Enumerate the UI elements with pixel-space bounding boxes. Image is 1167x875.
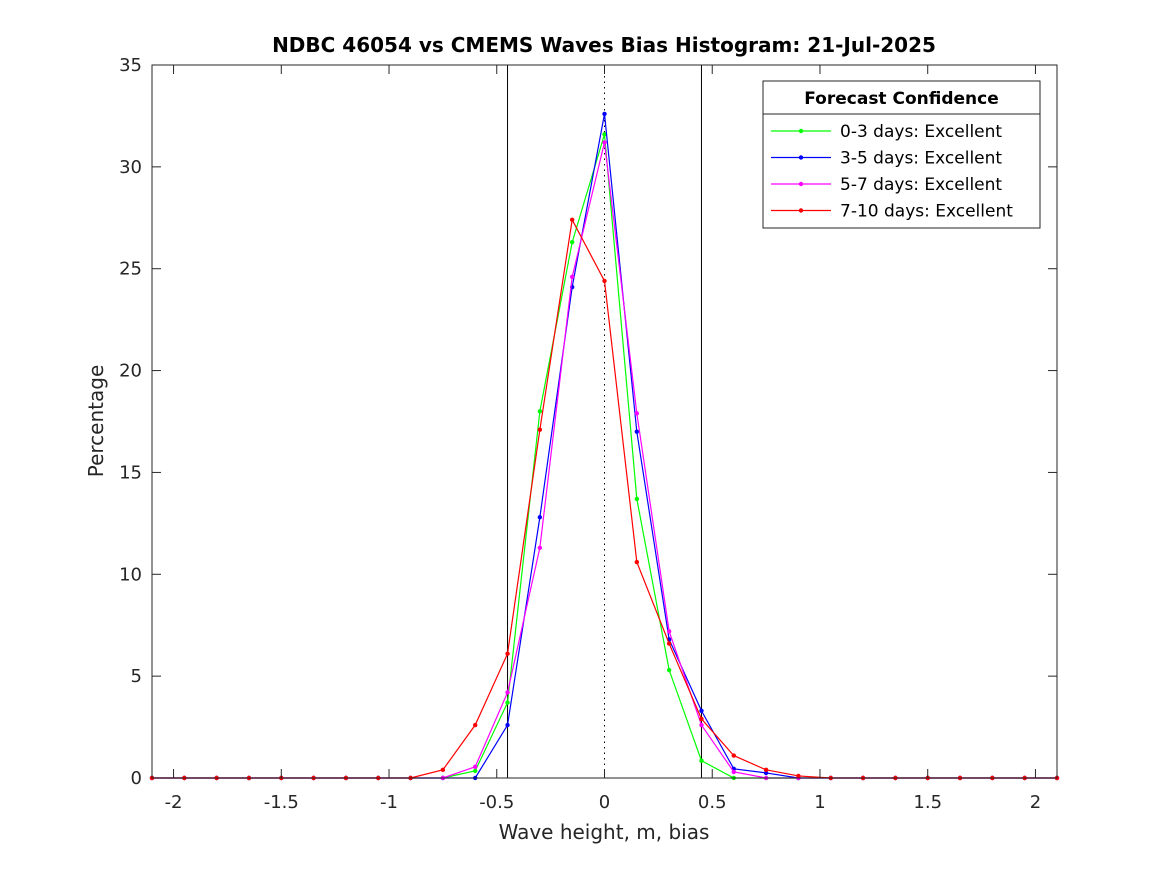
legend-label: 5-7 days: Excellent bbox=[840, 175, 1002, 195]
y-tick-label: 30 bbox=[119, 157, 142, 178]
y-tick-label: 15 bbox=[119, 462, 142, 483]
data-point bbox=[569, 240, 575, 245]
data-point bbox=[634, 411, 640, 416]
legend-swatch-marker bbox=[798, 181, 804, 187]
y-tick-label: 35 bbox=[119, 55, 142, 76]
data-point bbox=[473, 722, 478, 728]
data-point bbox=[537, 409, 543, 414]
data-point bbox=[602, 278, 607, 284]
x-tick-label: 1.5 bbox=[913, 792, 942, 813]
legend-label: 7-10 days: Excellent bbox=[840, 202, 1013, 222]
data-point bbox=[699, 716, 704, 722]
x-tick-label: -0.5 bbox=[479, 792, 514, 813]
legend: Forecast Confidence 0-3 days: Excellent 3-… bbox=[762, 80, 1041, 229]
data-point bbox=[634, 429, 640, 434]
data-point bbox=[473, 768, 478, 774]
data-point bbox=[537, 515, 543, 520]
data-point bbox=[731, 753, 736, 758]
data-point bbox=[473, 764, 478, 769]
y-tick-label: 25 bbox=[119, 259, 142, 280]
data-point bbox=[634, 559, 640, 565]
chart-title: NDBC 46054 vs CMEMS Waves Bias Histogram… bbox=[272, 33, 936, 57]
legend-title: Forecast Confidence bbox=[804, 89, 999, 109]
data-point bbox=[666, 667, 672, 673]
y-tick-label: 10 bbox=[119, 564, 142, 585]
data-point bbox=[763, 767, 769, 773]
x-tick-label: -2 bbox=[165, 792, 183, 813]
data-point bbox=[602, 111, 607, 117]
data-point bbox=[699, 758, 704, 763]
data-point bbox=[602, 140, 607, 145]
data-point bbox=[505, 700, 510, 705]
data-point bbox=[505, 722, 510, 728]
y-axis-label: Percentage bbox=[84, 365, 108, 478]
data-point bbox=[569, 274, 575, 280]
x-axis-label: Wave height, m, bias bbox=[499, 820, 710, 844]
legend-swatch-marker bbox=[798, 155, 804, 160]
data-point bbox=[666, 629, 672, 634]
legend-swatch-marker bbox=[798, 208, 804, 213]
data-point bbox=[440, 767, 446, 773]
data-point bbox=[763, 770, 769, 776]
data-point bbox=[602, 132, 607, 137]
x-tick-label: -1 bbox=[380, 792, 398, 813]
legend-box bbox=[762, 80, 1041, 229]
x-tick-label: 1 bbox=[814, 792, 825, 813]
data-point bbox=[569, 217, 575, 223]
data-point bbox=[731, 769, 736, 775]
data-point bbox=[537, 427, 543, 432]
data-point bbox=[666, 641, 672, 646]
reference-lines bbox=[507, 65, 702, 778]
y-tick-label: 0 bbox=[131, 768, 142, 789]
x-tick-label: -1.5 bbox=[264, 792, 299, 813]
data-point bbox=[634, 496, 640, 502]
y-tick-label: 20 bbox=[119, 361, 142, 382]
legend-label: 0-3 days: Excellent bbox=[840, 122, 1002, 142]
x-tick-label: 2 bbox=[1030, 792, 1041, 813]
data-point bbox=[505, 651, 510, 656]
data-point bbox=[537, 545, 543, 551]
data-point bbox=[796, 773, 801, 779]
x-tick-label: 0.5 bbox=[698, 792, 727, 813]
x-tick-label: 0 bbox=[599, 792, 610, 813]
legend-swatch-marker bbox=[798, 128, 804, 134]
data-point bbox=[699, 722, 704, 728]
legend-label: 3-5 days: Excellent bbox=[840, 149, 1002, 169]
y-tick-label: 5 bbox=[131, 666, 142, 687]
data-point bbox=[505, 690, 510, 695]
data-point bbox=[699, 708, 704, 713]
